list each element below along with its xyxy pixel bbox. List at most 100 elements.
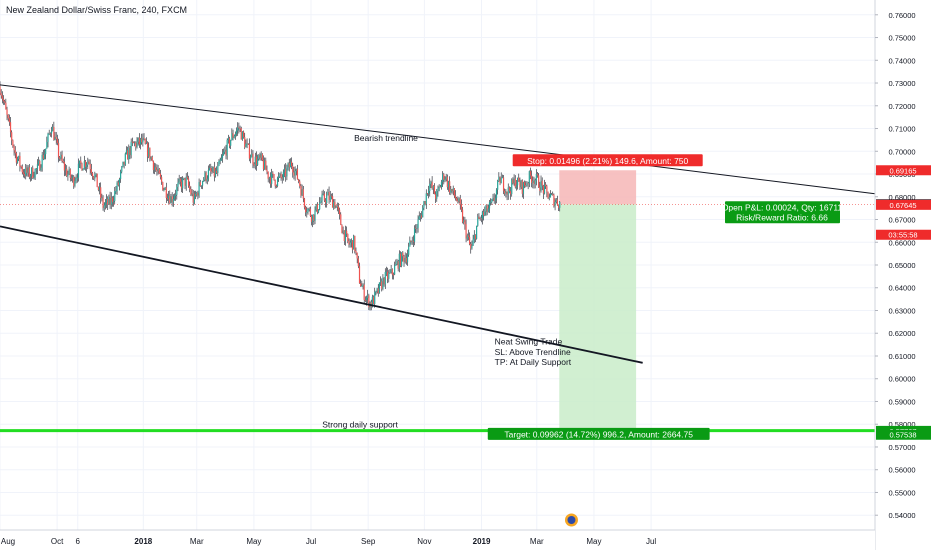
candle-body: [505, 191, 507, 194]
candle-body: [446, 176, 448, 188]
candle-body: [261, 153, 263, 161]
price-tick-label: 0.75000: [888, 34, 915, 43]
candle-body: [41, 154, 43, 168]
candle-body: [526, 183, 528, 186]
candle-body: [151, 156, 153, 162]
price-tick-label: 0.58000: [888, 420, 915, 429]
candle-body: [305, 207, 307, 213]
candle-body: [192, 193, 194, 203]
candle-body: [241, 131, 244, 140]
candle-body: [298, 179, 300, 182]
target-label: Target: 0.09962 (14.72%) 996.2, Amount: …: [487, 427, 710, 440]
candle-body: [412, 240, 414, 242]
candle-body: [424, 201, 426, 205]
candle-body: [155, 167, 157, 170]
candle-body: [21, 166, 23, 173]
candle-body: [317, 209, 320, 213]
candle-body: [34, 169, 36, 178]
time-tick-label: Mar: [190, 537, 204, 546]
candle-body: [442, 174, 444, 182]
candle-body: [49, 133, 51, 135]
candle-body: [513, 178, 515, 184]
time-tick-label: Nov: [417, 537, 431, 546]
candle-body: [148, 147, 150, 157]
candle-body: [91, 173, 94, 177]
candle-body: [463, 220, 465, 223]
candle-body: [286, 167, 288, 177]
candle-body: [490, 202, 492, 203]
candle-body: [340, 214, 342, 225]
price-tick-label: 0.73000: [888, 79, 915, 88]
candle-body: [425, 193, 427, 205]
candle-body: [29, 176, 32, 178]
candle-body: [470, 244, 472, 249]
candle-body: [532, 180, 534, 183]
candle-body: [367, 295, 369, 299]
candle-body: [379, 281, 382, 283]
candle-body: [336, 205, 338, 207]
candle-body: [141, 138, 143, 143]
candle-body: [273, 174, 275, 180]
grid: [0, 0, 875, 530]
candle-body: [426, 193, 429, 195]
candle-body: [11, 132, 13, 141]
candle-body: [323, 193, 325, 201]
candle-body: [364, 299, 366, 301]
candle-body: [105, 199, 108, 203]
candle-body: [278, 176, 280, 179]
candle-body: [224, 149, 226, 152]
candle-body: [449, 181, 451, 193]
candle-body: [8, 118, 10, 123]
candle-body: [480, 218, 482, 220]
candle-body: [112, 200, 115, 203]
candle-body: [415, 228, 417, 229]
candle-body: [136, 141, 138, 148]
candle-body: [248, 143, 251, 159]
candle-body: [289, 161, 292, 168]
candle-body: [115, 190, 117, 192]
candle-body: [2, 99, 5, 102]
candle-body: [353, 235, 355, 250]
candle-body: [456, 198, 458, 201]
candle-body: [134, 142, 136, 144]
candle-body: [232, 133, 234, 139]
candle-body: [545, 184, 547, 187]
candle-body: [176, 186, 178, 195]
candle-body: [439, 186, 441, 188]
stop-label-text: Stop: 0.01496 (2.21%) 149.6, Amount: 750: [527, 156, 688, 166]
candle-body: [166, 198, 169, 200]
candle-body: [234, 133, 236, 137]
candle-body: [531, 175, 533, 183]
event-icon-inner: [567, 516, 576, 524]
candle-body: [360, 283, 362, 287]
candle-body: [53, 126, 55, 141]
candle-body: [408, 246, 410, 255]
candle-body: [411, 240, 413, 243]
candle-body: [114, 191, 116, 201]
candle-body: [145, 142, 147, 144]
price-tick-label: 0.61000: [888, 352, 915, 361]
price-tick-label: 0.60000: [888, 375, 915, 384]
candle-body: [374, 291, 376, 304]
candle-body: [488, 202, 491, 209]
time-tick-label: Jul: [306, 537, 316, 546]
candle-body: [1, 95, 3, 100]
candle-body: [554, 202, 556, 207]
candle-body: [57, 142, 60, 158]
price-tag-box: [876, 429, 931, 440]
candle-body: [534, 180, 536, 184]
candle-body: [445, 176, 447, 180]
candle-body: [522, 182, 525, 194]
candle-body: [35, 168, 37, 170]
candle-body: [477, 216, 479, 226]
candle-body: [16, 158, 19, 163]
candle-body: [182, 178, 184, 189]
candle-body: [460, 204, 462, 210]
candle-body: [282, 171, 284, 179]
candle-body: [19, 156, 21, 167]
candle-body: [498, 177, 500, 181]
candle-body: [138, 137, 140, 145]
candle-body: [76, 177, 78, 179]
candle-body: [27, 167, 29, 173]
